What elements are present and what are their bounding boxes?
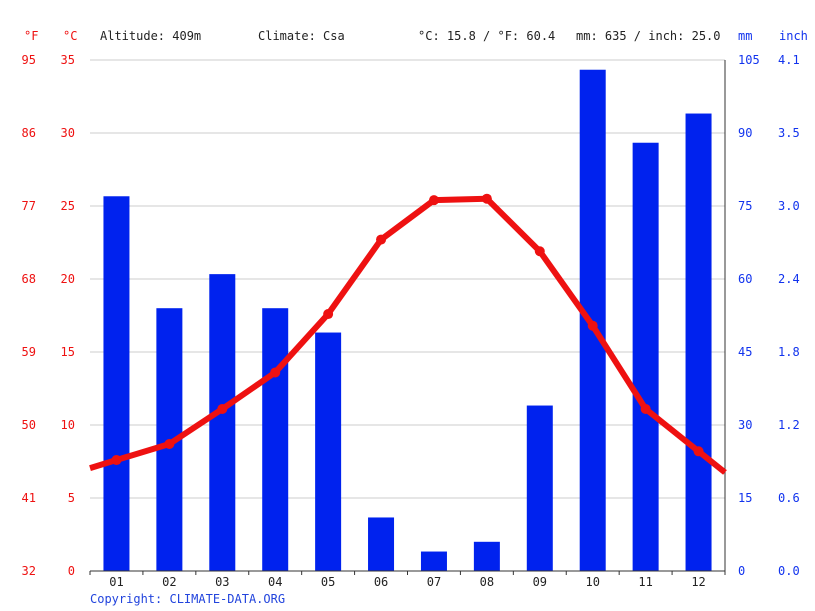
climate-label: Climate: Csa — [258, 29, 345, 43]
temperature-point — [640, 403, 651, 414]
inch-tick-label: 2.4 — [778, 272, 800, 286]
temperature-point — [217, 403, 228, 414]
month-tick-label: 03 — [215, 575, 229, 589]
celsius-tick-label: 0 — [68, 564, 75, 578]
fahrenheit-tick-label: 68 — [22, 272, 36, 286]
fahrenheit-tick-label: 77 — [22, 199, 36, 213]
celsius-tick-label: 25 — [61, 199, 75, 213]
month-tick-label: 04 — [268, 575, 282, 589]
mm-tick-label: 15 — [738, 491, 752, 505]
temperature-point — [428, 195, 439, 206]
mm-tick-label: 60 — [738, 272, 752, 286]
fahrenheit-tick-label: 32 — [22, 564, 36, 578]
celsius-tick-label: 10 — [61, 418, 75, 432]
month-tick-label: 08 — [480, 575, 494, 589]
temperature-point — [534, 246, 545, 257]
temperature-point — [164, 438, 175, 449]
celsius-tick-label: 15 — [61, 345, 75, 359]
celsius-tick-label: 5 — [68, 491, 75, 505]
mm-tick-label: 75 — [738, 199, 752, 213]
fahrenheit-tick-label: 86 — [22, 126, 36, 140]
mm-tick-label: 0 — [738, 564, 745, 578]
mm-tick-label: 45 — [738, 345, 752, 359]
inch-unit-label: inch — [779, 29, 808, 43]
mm-unit-label: mm — [738, 29, 752, 43]
mm-tick-label: 90 — [738, 126, 752, 140]
temperature-point — [270, 367, 281, 378]
temperature-point — [693, 446, 704, 457]
fahrenheit-tick-label: 95 — [22, 53, 36, 67]
precipitation-bar — [209, 274, 236, 571]
month-tick-label: 05 — [321, 575, 335, 589]
precipitation-bar — [262, 308, 289, 571]
precipitation-bar — [473, 541, 500, 571]
precipitation-bar — [420, 551, 447, 571]
inch-tick-label: 1.2 — [778, 418, 800, 432]
temperature-point — [587, 320, 598, 331]
month-tick-label: 06 — [374, 575, 388, 589]
month-tick-label: 12 — [691, 575, 705, 589]
month-tick-label: 01 — [109, 575, 123, 589]
celsius-tick-label: 35 — [61, 53, 75, 67]
inch-tick-label: 0.0 — [778, 564, 800, 578]
fahrenheit-tick-label: 59 — [22, 345, 36, 359]
altitude-label: Altitude: 409m — [100, 29, 201, 43]
total-precipitation-label: mm: 635 / inch: 25.0 — [576, 29, 721, 43]
temperature-line-path — [89, 195, 727, 475]
precipitation-bar — [685, 113, 712, 572]
precipitation-bar — [103, 196, 130, 571]
month-tick-label: 10 — [585, 575, 599, 589]
precipitation-bar — [632, 142, 659, 571]
month-tick-label: 02 — [162, 575, 176, 589]
month-tick-label: 09 — [533, 575, 547, 589]
temperature-line — [89, 193, 727, 475]
temperature-point — [376, 234, 387, 245]
fahrenheit-tick-label: 41 — [22, 491, 36, 505]
celsius-tick-label: 20 — [61, 272, 75, 286]
precipitation-bar — [579, 69, 606, 571]
inch-tick-label: 1.8 — [778, 345, 800, 359]
temperature-point — [481, 193, 492, 204]
inch-tick-label: 4.1 — [778, 53, 800, 67]
celsius-tick-label: 30 — [61, 126, 75, 140]
fahrenheit-unit-label: °F — [24, 29, 38, 43]
inch-tick-label: 3.5 — [778, 126, 800, 140]
temperature-point — [111, 455, 122, 466]
month-axis: 01 02 03 04 05 06 07 08 09 10 11 12 — [89, 570, 726, 589]
average-temperature-label: °C: 15.8 / °F: 60.4 — [418, 29, 555, 43]
precipitation-bar — [526, 405, 553, 571]
month-tick-label: 11 — [638, 575, 652, 589]
fahrenheit-tick-label: 50 — [22, 418, 36, 432]
precipitation-bar — [368, 517, 395, 571]
axis-tick-labels: 32 0 0 0.0 41 5 15 0.6 50 10 30 1.2 59 15 45 1.8 68 20 60 2… — [22, 53, 800, 578]
temperature-point — [323, 309, 334, 320]
precipitation-bar — [315, 332, 342, 571]
mm-tick-label: 30 — [738, 418, 752, 432]
month-tick-label: 07 — [427, 575, 441, 589]
celsius-unit-label: °C — [63, 29, 77, 43]
copyright-link[interactable]: Copyright: CLIMATE-DATA.ORG — [90, 592, 286, 606]
precipitation-bars — [103, 69, 712, 572]
inch-tick-label: 3.0 — [778, 199, 800, 213]
inch-tick-label: 0.6 — [778, 491, 800, 505]
mm-tick-label: 105 — [738, 53, 760, 67]
